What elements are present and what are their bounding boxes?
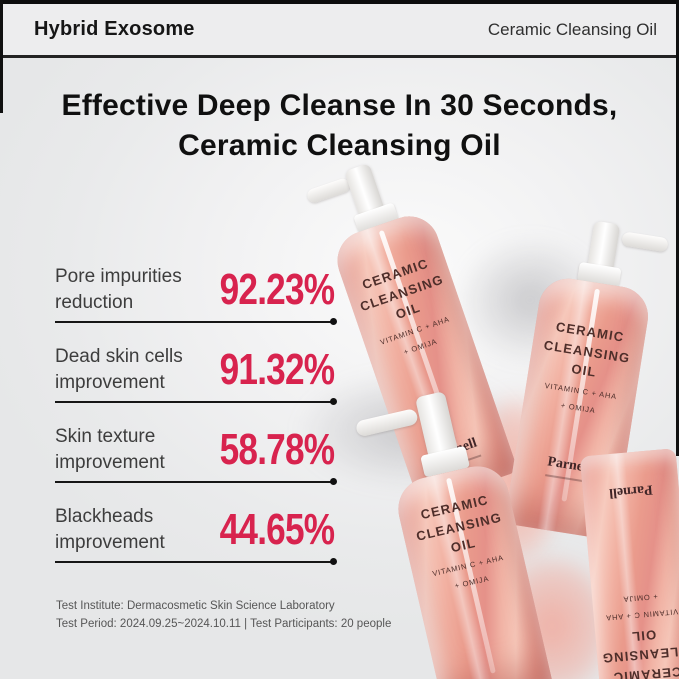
test-footnote: Test Institute: Dermacosmetic Skin Scien… [56,597,391,634]
bottle-label-sub: VITAMIN C + AHA [605,607,679,623]
footnote-line-2: Test Period: 2024.09.25~2024.10.11 | Tes… [56,618,392,631]
page-title: Effective Deep Cleanse In 30 Seconds, Ce… [0,86,679,165]
stat-divider-dot [330,318,337,325]
stat-divider-dot [330,558,337,565]
page-title-line-2: Ceramic Cleansing Oil [178,128,501,162]
stats-list: Pore impurities reduction 92.23% Dead sk… [55,258,337,578]
bottle-label: CERAMIC CLEANSING OIL VITAMIN C + AHA + … [592,588,679,679]
pump-nozzle [354,407,419,438]
stat-value: 44.65% [219,504,334,554]
stat-value: 92.23% [219,264,334,314]
stat-divider-dot [330,398,337,405]
stat-label-line-2: improvement [55,531,165,553]
stat-label-line-1: Skin texture [55,425,156,447]
stat-label-line-2: improvement [55,371,165,393]
stat-label-line-2: reduction [55,291,134,313]
header-brand-title: Hybrid Exosome [34,18,195,40]
stat-label-line-1: Pore impurities [55,265,182,287]
stat-divider-dot [330,478,337,485]
stat-label: Skin texture improvement [55,424,165,475]
page-title-line-1: Effective Deep Cleanse In 30 Seconds, [61,89,618,122]
product-bottle-flipped: Parnell CERAMIC CLEANSING OIL VITAMIN C … [579,448,679,679]
stat-label: Blackheads improvement [55,504,165,555]
stat-value: 91.32% [219,344,334,394]
stat-row-dead-skin-cells: Dead skin cells improvement 91.32% [55,338,337,405]
frame-edge-right [676,0,679,456]
stat-label: Pore impurities reduction [55,264,182,315]
header-product-name: Ceramic Cleansing Oil [487,19,657,39]
pump-head [414,391,458,457]
bottle-label-name: CLEANSING OIL [601,627,679,667]
bottle-label: CERAMIC CLEANSING OIL VITAMIN C + AHA + … [523,314,646,423]
stat-label-line-2: improvement [55,451,165,473]
stat-label-line-1: Blackheads [55,505,154,527]
pump-nozzle [305,176,352,205]
stat-row-skin-texture: Skin texture improvement 58.78% [55,418,337,485]
stat-value: 58.78% [219,424,334,474]
stat-row-pore-impurities: Pore impurities reduction 92.23% [55,258,337,325]
pump-head [587,220,621,270]
stat-label-line-1: Dead skin cells [55,345,183,367]
stat-row-blackheads: Blackheads improvement 44.65% [55,498,337,565]
pump-nozzle [621,231,669,253]
footnote-line-1: Test Institute: Dermacosmetic Skin Scien… [56,600,335,612]
stat-label: Dead skin cells improvement [55,344,183,395]
frame-edge-left [0,0,3,113]
header-bar: Hybrid Exosome Ceramic Cleansing Oil [0,0,679,58]
